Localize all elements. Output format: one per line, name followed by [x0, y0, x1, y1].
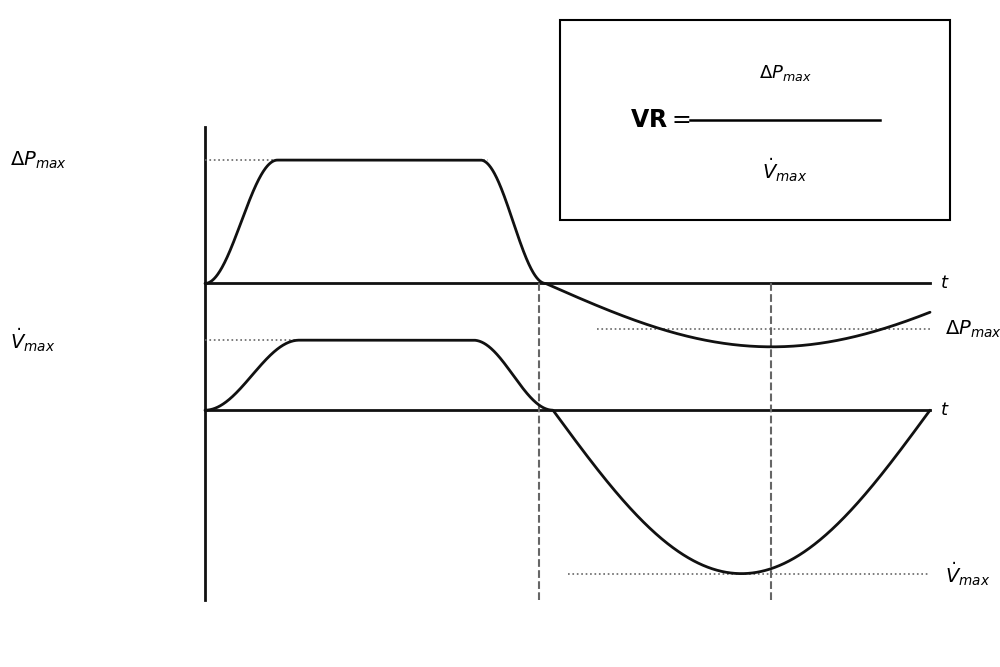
Text: $\Delta P_{max}$: $\Delta P_{max}$: [759, 63, 811, 83]
Text: $\dot{V}_{max}$: $\dot{V}_{max}$: [945, 560, 990, 588]
Text: $t$: $t$: [940, 275, 950, 292]
Text: $\mathbf{VR} = $: $\mathbf{VR} = $: [630, 108, 690, 132]
Text: $\Delta P_{max}$: $\Delta P_{max}$: [945, 318, 1000, 340]
Text: $\dot{V}_{max}$: $\dot{V}_{max}$: [10, 326, 55, 354]
Text: $\dot{V}_{max}$: $\dot{V}_{max}$: [762, 156, 808, 184]
Text: $t$: $t$: [940, 402, 950, 419]
FancyBboxPatch shape: [560, 20, 950, 220]
Text: $\Delta P_{max}$: $\Delta P_{max}$: [10, 149, 67, 171]
